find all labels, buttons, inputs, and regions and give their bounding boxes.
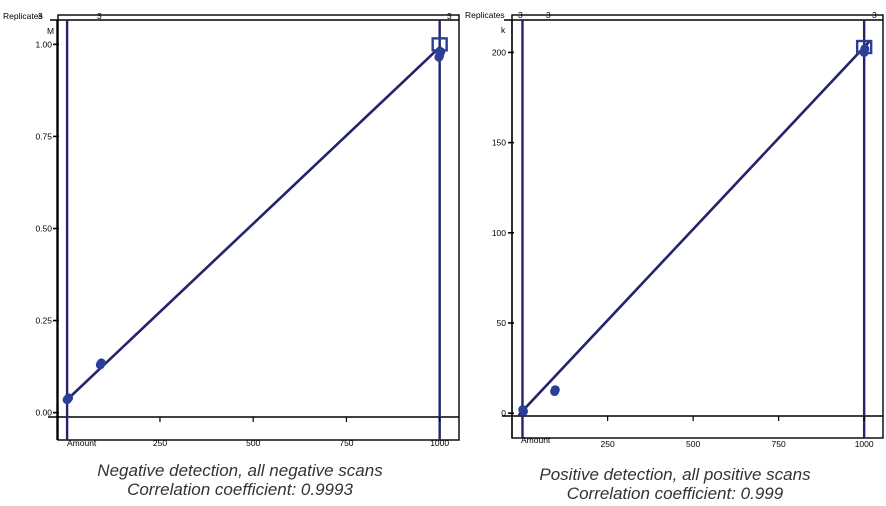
left-caption: Negative detection, all negative scans C… (20, 461, 460, 499)
right-caption-line-1: Positive detection, all positive scans (539, 465, 811, 484)
left-fit-line (66, 45, 442, 401)
right-y-unit-label: k (501, 25, 506, 35)
left-data-point-3 (96, 358, 106, 368)
right-x-axis-label: Amount (521, 435, 551, 445)
right-replicates-value-2: 3 (872, 10, 877, 20)
left-y-tick-label-1: 0.25 (35, 316, 52, 326)
left-replicates-value-2: 3 (447, 11, 452, 21)
left-x-tick-label-1: 500 (246, 438, 260, 448)
right-x-tick-label-1: 500 (686, 439, 700, 449)
left-plot-frame (57, 14, 460, 441)
left-caption-line-2: Correlation coefficient: 0.9993 (127, 480, 353, 499)
right-data-point-5 (860, 44, 870, 54)
left-replicates-value-1: 3 (97, 11, 102, 21)
right-fit-line (517, 40, 871, 416)
left-caption-line-1: Negative detection, all negative scans (97, 461, 383, 480)
right-y-tick-label-4: 200 (492, 47, 506, 57)
left-data-point-6 (434, 52, 444, 62)
left-x-tick-label-0: 250 (153, 438, 167, 448)
left-replicates-value-0: 3 (38, 11, 43, 21)
left-y-tick-label-4: 1.00 (35, 39, 52, 49)
right-data-point-1 (518, 406, 528, 416)
right-y-tick-label-3: 150 (492, 138, 506, 148)
right-replicates-value-0: 3 (518, 10, 523, 20)
right-replicates-label: Replicates (465, 10, 505, 20)
left-average-marker-0 (431, 37, 448, 52)
left-y-tick-label-0: 0.00 (35, 408, 52, 418)
right-caption-line-2: Correlation coefficient: 0.999 (566, 484, 784, 503)
right-y-tick-label-2: 100 (492, 228, 506, 238)
right-x-tick-label-2: 750 (772, 439, 786, 449)
left-y-tick-label-3: 0.75 (35, 131, 52, 141)
right-replicates-value-1: 3 (546, 10, 551, 20)
left-x-axis-label: Amount (67, 438, 97, 448)
left-data-point-1 (62, 395, 72, 405)
right-x-tick-label-0: 250 (601, 439, 615, 449)
right-data-point-3 (550, 385, 560, 395)
left-x-tick-label-2: 750 (339, 438, 353, 448)
right-y-tick-label-0: 0 (501, 408, 506, 418)
left-replicates-label: Replicates (3, 11, 43, 21)
right-average-marker-0 (855, 39, 873, 55)
left-y-unit-label: M (47, 26, 54, 36)
right-caption: Positive detection, all positive scans C… (455, 465, 886, 503)
left-x-tick-label-3: 1000 (430, 438, 449, 448)
right-x-tick-label-3: 1000 (855, 439, 874, 449)
right-y-tick-label-1: 50 (497, 318, 507, 328)
right-plot-frame (511, 14, 884, 439)
left-y-tick-label-2: 0.50 (35, 224, 52, 234)
